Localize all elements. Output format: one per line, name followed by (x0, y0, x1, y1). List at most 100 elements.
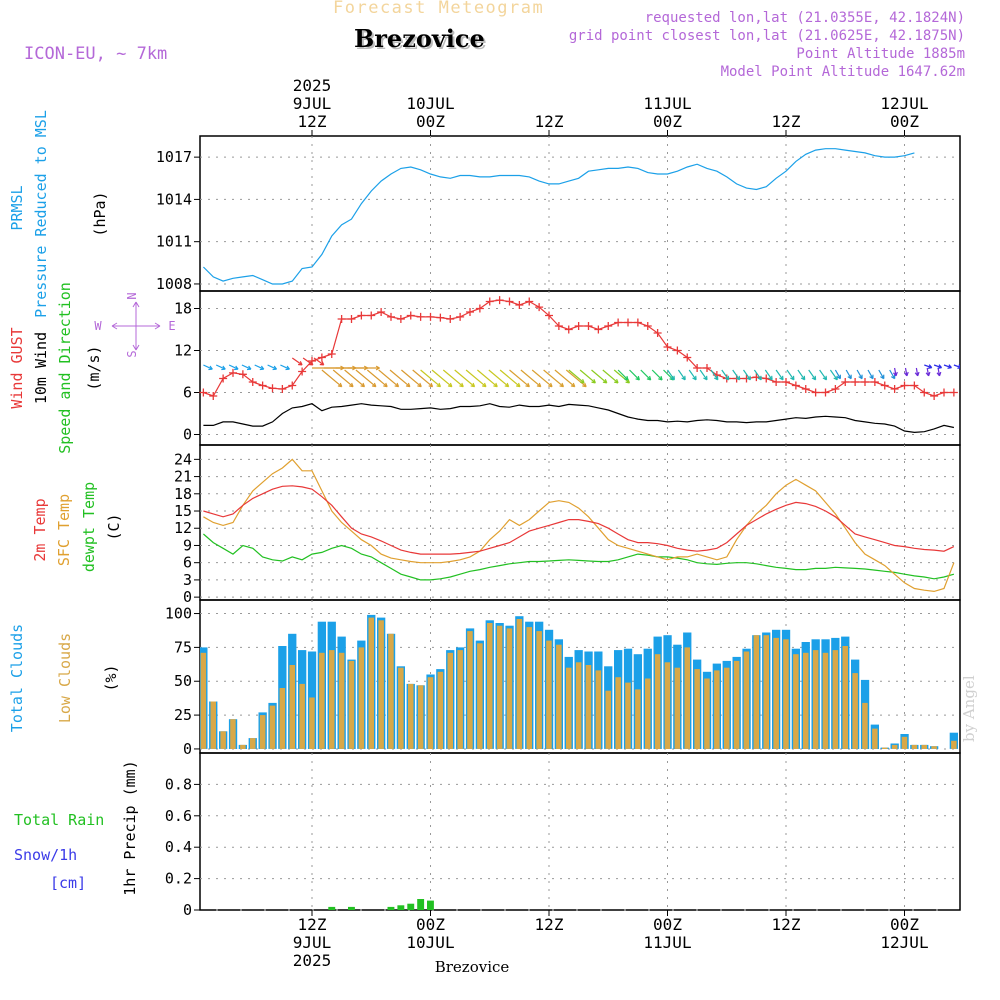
gust-marker (406, 311, 415, 320)
gust-marker (545, 311, 553, 320)
low-cloud-bar (259, 715, 266, 749)
location-title: Brezovice (354, 24, 485, 53)
gust-marker (890, 385, 899, 393)
gust-marker (584, 322, 593, 330)
wind-direction-arrow (889, 369, 896, 380)
low-cloud-bar (487, 623, 493, 749)
top-time-label: 12Z (772, 112, 801, 131)
bottom-time-label: 12JUL (880, 933, 928, 952)
low-cloud-bar (368, 617, 374, 749)
low-cloud-bar (447, 652, 453, 749)
gust-marker (219, 374, 228, 383)
gust-marker (930, 392, 939, 400)
gust-marker (248, 378, 257, 386)
wind-direction-arrow (953, 364, 960, 369)
low-cloud-bar (556, 644, 562, 749)
low-cloud-bar (803, 652, 809, 749)
top-time-label: 9JUL (293, 94, 332, 113)
low-cloud-bar (852, 673, 858, 749)
wind-direction-arrow (797, 369, 806, 381)
wind-direction-arrow (291, 357, 303, 366)
low-cloud-bar (783, 639, 789, 749)
gust-marker (396, 315, 405, 323)
pressure-line (202, 148, 915, 285)
wind-direction-arrow (412, 369, 434, 388)
low-cloud-bar (704, 678, 710, 749)
gust-marker (456, 312, 465, 321)
low-cloud-bar (862, 702, 868, 749)
gust-marker (495, 296, 504, 305)
wind-direction-arrow (602, 369, 619, 384)
low-cloud-bar (684, 647, 690, 749)
y-tick-label: 6 (183, 554, 192, 572)
low-cloud-bar (724, 667, 730, 749)
bottom-time-label: 12Z (535, 915, 564, 934)
low-cloud-bar (477, 643, 483, 749)
wind-direction-arrow (651, 369, 663, 381)
gust-marker (278, 385, 287, 393)
gust-marker (199, 388, 208, 397)
wind-direction-arrow (786, 369, 795, 381)
wind-direction-arrow (936, 367, 942, 377)
low-cloud-bar (674, 667, 681, 749)
low-cloud-bar (743, 651, 750, 749)
top-time-label: 2025 (293, 76, 332, 95)
wind-direction-arrow (829, 369, 838, 381)
y-tick-label: 0.6 (165, 807, 192, 825)
gust-marker (791, 381, 800, 390)
rain-bar (417, 899, 425, 910)
low-cloud-bar (319, 652, 325, 749)
faded-title: Forecast Meteogram (333, 0, 545, 18)
precip-axis-label: 1hr Precip (mm) (121, 760, 139, 895)
wind-direction-arrow (856, 369, 863, 380)
wind-direction-arrow (834, 369, 841, 380)
wind-direction-arrow (667, 369, 675, 381)
y-tick-label: 0.8 (165, 775, 192, 793)
wind-direction-arrow (267, 364, 278, 371)
y-tick-label: 0 (183, 426, 192, 444)
wind-direction-arrow (808, 369, 817, 381)
low-cloud-bar (309, 697, 315, 749)
gust-marker (505, 297, 514, 306)
gust-marker (949, 388, 958, 397)
low-cloud-bar (546, 640, 552, 749)
y-tick-label: 0 (183, 588, 192, 606)
low-cloud-bar (822, 652, 829, 749)
low-cloud-bar (911, 744, 918, 749)
gust-marker (436, 313, 445, 322)
top-time-label: 12JUL (880, 94, 928, 113)
low-cloud-bar (506, 628, 513, 749)
wind-direction-arrow (228, 364, 239, 371)
wind-direction-arrow (454, 369, 476, 388)
low-cloud-bar (882, 747, 888, 749)
bottom-time-label: 2025 (293, 951, 332, 970)
y-tick-label: 75 (174, 638, 192, 656)
rain-bar (407, 903, 415, 910)
low-cloud-bar (427, 677, 434, 749)
y-tick-label: 1017 (156, 148, 192, 166)
wind-direction-arrow (347, 365, 380, 371)
gust-marker (653, 329, 662, 337)
wind-direction-arrow (924, 364, 933, 369)
gust-marker (485, 297, 494, 306)
gust-marker (870, 378, 879, 386)
wind-direction-arrow (344, 369, 366, 388)
low-cloud-bar (891, 744, 898, 749)
wind-direction-arrow (943, 364, 952, 369)
gust-marker (772, 378, 781, 386)
gust-marker (703, 364, 711, 372)
low-cloud-bar (329, 650, 335, 749)
wind-direction-arrow (878, 369, 885, 380)
gust-marker (782, 378, 790, 386)
t2m-line (203, 485, 955, 555)
low-cloud-bar (832, 650, 839, 749)
rain-bar (427, 900, 434, 910)
low-cloud-bar (417, 685, 424, 749)
low-cloud-bar (269, 705, 276, 749)
low-cloud-bar (773, 637, 779, 749)
low-cloud-bar (753, 635, 760, 749)
wind-direction-arrow (677, 369, 686, 381)
rain-bar (348, 906, 355, 910)
gust-marker (377, 308, 386, 316)
